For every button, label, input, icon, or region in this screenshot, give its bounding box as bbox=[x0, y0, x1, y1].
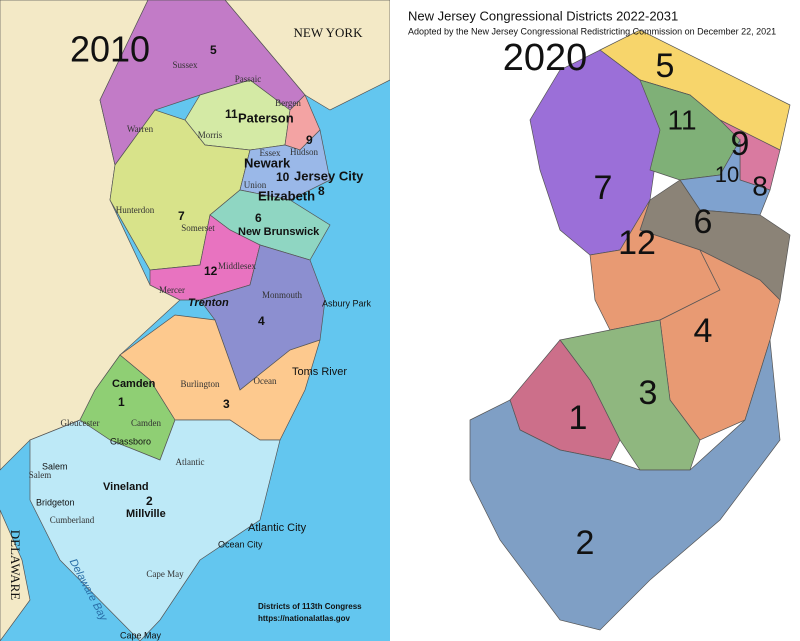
city-label: Bridgeton bbox=[36, 497, 75, 507]
county-label: Salem bbox=[29, 470, 52, 480]
district-number: 11 bbox=[225, 107, 238, 121]
district-number: 12 bbox=[204, 264, 218, 278]
district-number: 5 bbox=[210, 43, 217, 57]
city-label: Jersey City bbox=[294, 168, 364, 183]
district-number: 1 bbox=[118, 395, 125, 409]
district-number: 9 bbox=[731, 125, 750, 163]
city-label: Elizabeth bbox=[258, 188, 315, 203]
year-label: 2020 bbox=[503, 37, 588, 79]
county-label: Morris bbox=[198, 130, 223, 140]
district-number: 10 bbox=[276, 170, 290, 184]
county-label: Essex bbox=[260, 148, 281, 158]
district-number: 1 bbox=[569, 399, 588, 437]
county-label: Ocean bbox=[254, 376, 277, 386]
footer-text: https://nationalatlas.gov bbox=[258, 614, 351, 623]
year-label: 2010 bbox=[70, 29, 150, 70]
district-number: 7 bbox=[178, 209, 185, 223]
district-number: 2 bbox=[146, 494, 153, 508]
delaware bbox=[0, 509, 31, 641]
district-number: 6 bbox=[255, 211, 262, 225]
county-label: Sussex bbox=[172, 60, 198, 70]
city-label: Atlantic City bbox=[248, 522, 307, 534]
district-number: 8 bbox=[318, 184, 325, 198]
city-label: Toms River bbox=[292, 366, 347, 378]
county-label: Gloucester bbox=[61, 418, 100, 428]
county-label: Bergen bbox=[275, 98, 301, 108]
county-label: Hunterdon bbox=[116, 205, 155, 215]
city-label: Salem bbox=[42, 461, 68, 471]
city-label: Asbury Park bbox=[322, 298, 372, 308]
city-label: Paterson bbox=[238, 110, 294, 125]
map-title: New Jersey Congressional Districts 2022-… bbox=[408, 8, 678, 23]
county-label: Cape May bbox=[146, 569, 184, 579]
district-number: 4 bbox=[258, 314, 265, 328]
county-label: Somerset bbox=[181, 223, 215, 233]
county-label: Mercer bbox=[159, 285, 185, 295]
district-number: 2 bbox=[576, 524, 595, 562]
county-label: Atlantic bbox=[176, 457, 205, 467]
district-area bbox=[29, 419, 281, 641]
district-number: 9 bbox=[306, 133, 313, 147]
region-label: DELAWARE bbox=[8, 530, 23, 601]
county-label: Burlington bbox=[180, 379, 220, 389]
city-label: Ocean City bbox=[218, 539, 263, 549]
county-label: Passaic bbox=[235, 74, 262, 84]
region-label: NEW YORK bbox=[294, 25, 364, 40]
county-label: Cumberland bbox=[50, 515, 95, 525]
county-label: Camden bbox=[131, 418, 161, 428]
district-number: 3 bbox=[639, 374, 658, 412]
footer-text: Districts of 113th Congress bbox=[258, 602, 362, 611]
district-number: 5 bbox=[656, 47, 675, 85]
district-area bbox=[469, 339, 781, 631]
district-number: 7 bbox=[594, 169, 613, 207]
city-label: Glassboro bbox=[110, 436, 151, 446]
city-label: Camden bbox=[112, 378, 156, 390]
district-number: 4 bbox=[694, 312, 713, 350]
county-label: Hudson bbox=[290, 147, 319, 157]
county-label: Monmouth bbox=[262, 290, 303, 300]
city-label: Millville bbox=[126, 508, 166, 520]
district-number: 6 bbox=[694, 203, 713, 241]
district-number: 10 bbox=[715, 162, 739, 187]
city-label: Trenton bbox=[188, 297, 229, 309]
city-label: Newark bbox=[244, 155, 291, 170]
district-number: 3 bbox=[223, 397, 230, 411]
district-number: 12 bbox=[618, 224, 656, 262]
city-label: Vineland bbox=[103, 481, 149, 493]
county-label: Middlesex bbox=[218, 261, 256, 271]
district-number: 8 bbox=[752, 170, 768, 201]
county-label: Warren bbox=[127, 124, 154, 134]
city-label: New Brunswick bbox=[238, 226, 320, 238]
city-label: Cape May bbox=[120, 630, 162, 640]
district-number: 11 bbox=[667, 104, 696, 135]
county-label: Union bbox=[244, 180, 267, 190]
map-subtitle: Adopted by the New Jersey Congressional … bbox=[408, 26, 776, 36]
